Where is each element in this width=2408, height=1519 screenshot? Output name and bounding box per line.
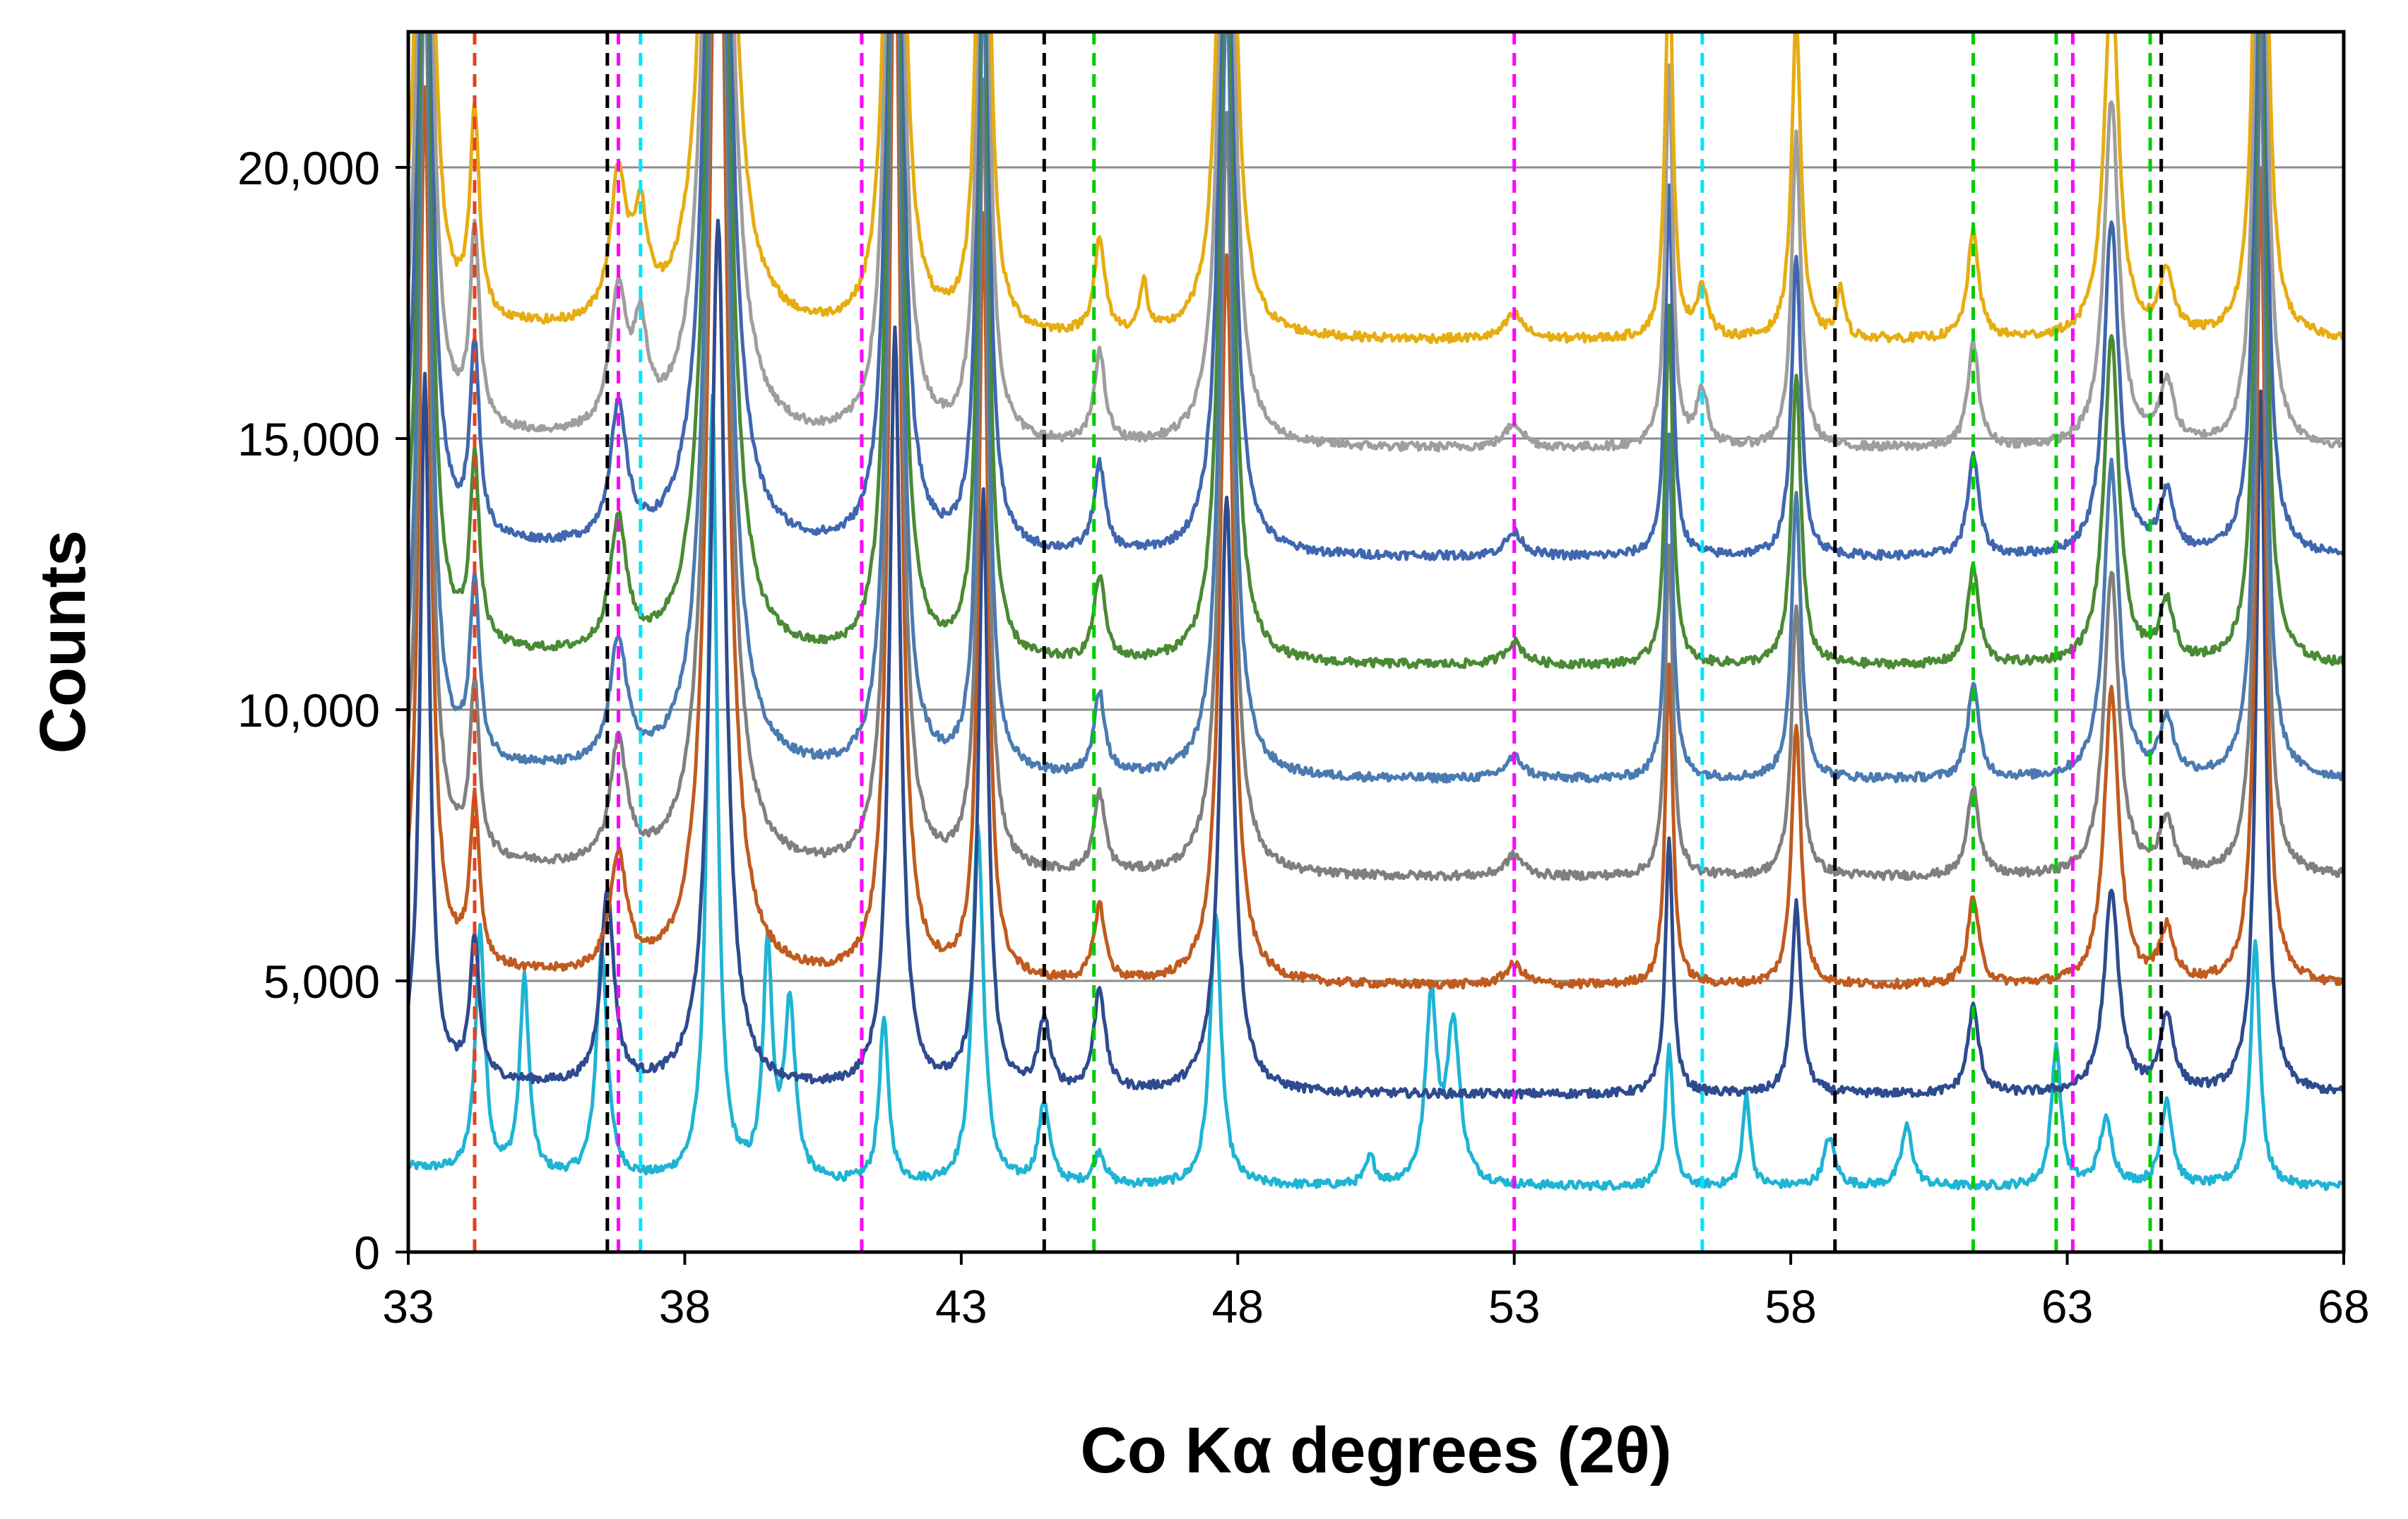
x-axis-ticks: 33 38 43 48 53 58 63 68 bbox=[382, 1252, 2370, 1333]
series-group bbox=[408, 32, 2344, 1191]
y-tick-label: 5,000 bbox=[263, 955, 380, 1008]
series-line-series-1 bbox=[408, 393, 2344, 1191]
series-line-series-5 bbox=[408, 32, 2344, 784]
x-tick-label: 33 bbox=[382, 1280, 434, 1333]
x-tick-label: 43 bbox=[935, 1280, 987, 1333]
y-tick-label: 10,000 bbox=[237, 684, 380, 737]
x-tick-label: 63 bbox=[2041, 1280, 2093, 1333]
y-tick-label: 15,000 bbox=[237, 413, 380, 465]
x-tick-label: 53 bbox=[1488, 1280, 1540, 1333]
series-line-series-2 bbox=[408, 218, 2344, 1100]
series-layer bbox=[408, 32, 2344, 1191]
x-axis-title: Co Kα degrees (2θ) bbox=[1080, 1414, 1671, 1487]
reference-lines bbox=[473, 32, 2164, 1252]
series-line-series-3 bbox=[408, 32, 2344, 990]
series-line-series-8 bbox=[408, 32, 2344, 453]
x-tick-label: 68 bbox=[2318, 1280, 2369, 1333]
x-tick-label: 38 bbox=[659, 1280, 711, 1333]
x-tick-label: 48 bbox=[1212, 1280, 1264, 1333]
series-line-series-7 bbox=[408, 32, 2344, 561]
series-line-series-4 bbox=[408, 32, 2344, 882]
y-tick-label: 0 bbox=[354, 1227, 380, 1279]
y-axis-title: Counts bbox=[27, 530, 99, 754]
x-tick-label: 58 bbox=[1765, 1280, 1816, 1333]
series-line-series-6 bbox=[408, 32, 2344, 670]
plot-area-frame bbox=[406, 30, 2346, 1254]
y-tick-label: 20,000 bbox=[237, 142, 380, 194]
y-axis-ticks: 0 5,000 10,000 15,000 20,000 bbox=[237, 142, 408, 1279]
series-line-series-9 bbox=[408, 32, 2344, 344]
